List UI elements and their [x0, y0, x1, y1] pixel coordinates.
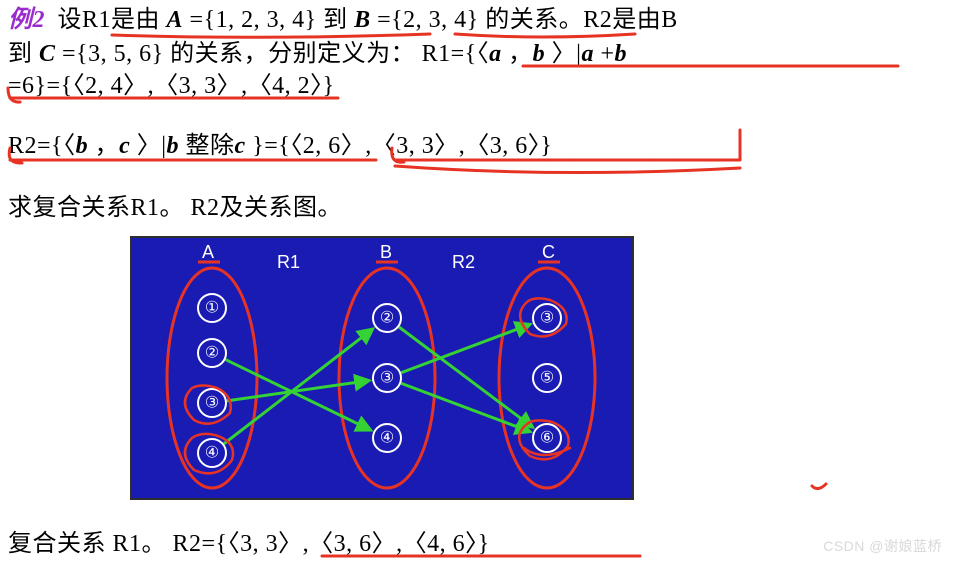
- var-c-2: c: [235, 133, 246, 159]
- node-C6: ⑥: [533, 424, 561, 452]
- l4-c: 〉|: [130, 133, 166, 159]
- var-b-1: b: [533, 41, 546, 67]
- l2-a: 到: [8, 41, 33, 67]
- node-C5: ⑤: [533, 364, 561, 392]
- arrow-B2-C6: [399, 327, 533, 427]
- var-a-1: a: [489, 41, 502, 67]
- l2-c: ，: [502, 41, 533, 67]
- l2-b: 的关系，分别定义为： R1={〈: [170, 41, 489, 67]
- svg-text:③: ③: [380, 370, 394, 387]
- node-B3: ③: [373, 364, 401, 392]
- svg-text:③: ③: [205, 395, 219, 412]
- set-label-A: A: [202, 242, 214, 262]
- r2-lhs: R2={〈: [8, 133, 76, 159]
- red-tick: [812, 484, 826, 489]
- line-6: 复合关系 R1。 R2={〈3, 3〉,〈3, 6〉,〈4, 6〉}: [8, 528, 490, 560]
- set-A-val: ={1, 2, 3, 4}: [183, 7, 317, 33]
- line-5: 求复合关系R1。 R2及关系图。: [8, 192, 342, 224]
- arrow-B3-C6: [401, 383, 530, 431]
- r1-result: =6}={〈2, 4〉,〈3, 3〉,〈4, 2〉}: [8, 73, 335, 99]
- node-C3: ③: [533, 304, 561, 332]
- line-4: R2={〈b ，c 〉|b 整除c }={〈2, 6〉,〈3, 3〉,〈3, 6…: [8, 130, 552, 162]
- arrow-B3-C3: [401, 324, 530, 372]
- svg-text:④: ④: [205, 445, 219, 462]
- svg-text:⑤: ⑤: [540, 370, 554, 387]
- set-label-C: C: [542, 242, 555, 262]
- l4-d: 整除: [179, 133, 235, 159]
- diagram-svg: A ① ② ③ ④ B ② ③ ④ C ③ ⑤ ⑥ R1 R2: [132, 238, 632, 498]
- node-A2: ②: [198, 339, 226, 367]
- set-B-val: ={2, 3, 4}: [371, 7, 479, 33]
- node-A1: ①: [198, 294, 226, 322]
- red-underline: [395, 166, 740, 173]
- l1-c: 的关系。R2是由B: [485, 7, 678, 33]
- svg-text:⑥: ⑥: [540, 430, 554, 447]
- node-A3: ③: [198, 389, 226, 417]
- svg-text:②: ②: [380, 310, 394, 327]
- set-C-sym: C: [39, 41, 56, 67]
- node-B2: ②: [373, 304, 401, 332]
- var-b-4: b: [167, 133, 180, 159]
- var-a-2: a: [581, 41, 594, 67]
- var-c-1: c: [119, 133, 130, 159]
- arrow-A4-B2: [224, 329, 373, 444]
- set-B-sym: B: [354, 7, 371, 33]
- svg-text:②: ②: [205, 345, 219, 362]
- l1-b: 到: [323, 7, 348, 33]
- var-b-2: b: [615, 41, 628, 67]
- l1-a: 设R1是由: [58, 7, 161, 33]
- set-label-B: B: [380, 242, 392, 262]
- var-b-3: b: [76, 133, 89, 159]
- relation-diagram: A ① ② ③ ④ B ② ③ ④ C ③ ⑤ ⑥ R1 R2: [130, 236, 634, 500]
- example-label: 例2: [8, 7, 45, 33]
- composite-result: 复合关系 R1。 R2={〈3, 3〉,〈3, 6〉,〈4, 6〉}: [8, 531, 490, 557]
- svg-text:③: ③: [540, 310, 554, 327]
- svg-text:①: ①: [205, 300, 219, 317]
- l2-d: 〉|: [545, 41, 581, 67]
- line-3: =6}={〈2, 4〉,〈3, 3〉,〈4, 2〉}: [8, 70, 335, 102]
- question: 求复合关系R1。 R2及关系图。: [8, 195, 342, 221]
- node-A4: ④: [198, 439, 226, 467]
- line-2: 到 C ={3, 5, 6} 的关系，分别定义为： R1={〈a ，b 〉|a …: [8, 38, 627, 70]
- l4-b: ，: [88, 133, 119, 159]
- rel-label: R2: [452, 252, 475, 272]
- r2-result: }={〈2, 6〉,〈3, 3〉,〈3, 6〉}: [246, 133, 553, 159]
- watermark: CSDN @谢娘蓝桥: [823, 536, 942, 556]
- arrow-A2-B4: [225, 360, 370, 431]
- svg-text:④: ④: [380, 430, 394, 447]
- l2-e: +: [594, 41, 615, 67]
- line-1: 例2 设R1是由 A ={1, 2, 3, 4} 到 B ={2, 3, 4} …: [8, 4, 678, 36]
- set-C-val: ={3, 5, 6}: [56, 41, 164, 67]
- node-B4: ④: [373, 424, 401, 452]
- set-A-sym: A: [167, 7, 184, 33]
- rel-label: R1: [277, 252, 300, 272]
- arrow-A3-B3: [227, 381, 369, 401]
- page-root: { "text": { "ex_label": "例2", "l1a": "设R…: [0, 0, 960, 572]
